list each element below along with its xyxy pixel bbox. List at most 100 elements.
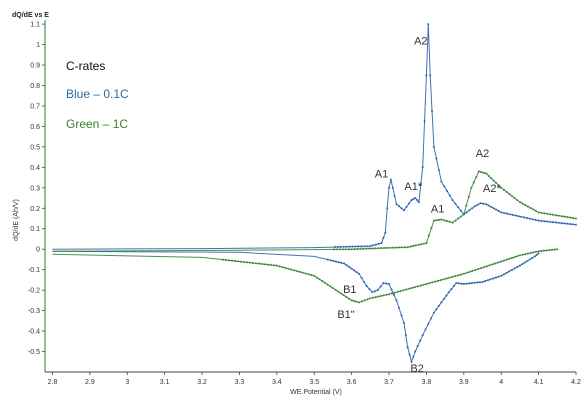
series-1-point [403,246,406,249]
series-1-point [468,270,471,273]
series-1-point [494,262,497,265]
series-0-point [397,205,401,208]
series-0-point [481,280,484,284]
series-1-point [508,192,511,196]
series-1-point [362,247,365,250]
x-tick-label: 3.6 [347,379,357,386]
series-1-point [566,216,569,219]
series-1-point [355,300,358,303]
series-0-point [427,322,430,325]
series-0-point [502,273,505,276]
series-0-point [332,259,335,262]
series-0-point [419,183,422,186]
series-1-point [465,204,468,207]
series-1-point [440,218,443,221]
series-0-point [531,218,535,221]
series-1-point [492,179,495,182]
series-0-point [487,204,490,207]
series-1-point [497,184,500,187]
y-tick-label: 0.2 [30,206,40,213]
series-1-point [284,266,287,269]
series-0-point [476,281,479,284]
series-1-point [529,206,532,210]
y-tick-label: -0.4 [28,329,40,336]
series-0-point [516,265,519,269]
series-0-point [326,258,329,261]
series-0-point [407,202,411,205]
series-0-point [513,267,516,270]
series-0-discharge-line [52,250,539,364]
annotation-label: B1" [337,309,354,321]
series-1-point [386,246,389,249]
series-1-point [224,258,228,262]
series-1-point [432,219,435,222]
series-0-point [465,282,468,285]
series-1-point [278,265,281,268]
series-0-point [508,213,511,216]
series-0-point [450,288,453,291]
series-0-point [563,222,566,225]
series-1-point [510,256,513,260]
series-1-point [500,260,503,263]
series-1-point [500,186,503,189]
series-0-point [400,314,403,317]
series-0-point [429,74,432,77]
series-1-point [344,248,347,251]
series-0-point [520,215,523,218]
series-1-point [230,259,234,262]
series-0-point [505,271,508,274]
series-1-point [430,227,433,230]
series-0-point [486,279,489,282]
y-tick-label: 1 [36,42,40,49]
series-0-point [357,245,360,248]
series-1-point [524,253,527,256]
series-0-point [534,218,537,221]
series-1-point [410,286,414,289]
series-0-point [389,178,392,181]
series-1-point [366,298,369,301]
series-0-point [417,201,420,204]
series-1-point [471,269,474,272]
series-1-point [353,300,356,303]
series-0-point [528,258,532,261]
series-0-point [386,207,389,210]
series-1-point [350,299,353,302]
axes: 1.1 1 0.9 0.8 0.7 0.6 0.5 0.4 0.3 0.2 0.1 0 -0.1 -0.2… [28,20,581,386]
series-1-point [505,190,508,193]
series-1-point [350,248,353,251]
series-0-point [416,345,419,348]
series-1-point [287,267,290,270]
series-1-point [475,175,478,178]
series-0-point [437,169,440,172]
series-0-point [445,294,448,297]
series-0-point [479,202,482,205]
series-1-point [526,205,530,208]
series-1-point [422,242,425,245]
legend-entry-blue: Blue – 0.1C [66,87,129,101]
series-0-point [392,293,396,296]
series-1-point [510,194,513,198]
series-0-point [492,207,495,210]
series-0-point [432,311,435,314]
series-1-point [394,246,397,249]
series-1-point [516,199,519,202]
series-1-point [298,270,301,273]
series-1-point [428,282,431,285]
y-tick-label: -0.3 [28,308,40,315]
series-1-point [339,292,342,295]
series-0-point [535,253,538,256]
x-tick-label: 3.2 [197,379,207,386]
series-0-point [482,202,485,205]
series-1-point [353,248,356,251]
series-0-point [569,222,572,226]
series-1-point [356,247,359,251]
x-tick-label: 3.1 [160,379,170,386]
chart-title: dQ/dE vs E [12,12,49,19]
series-1-point [396,290,399,293]
series-1-point [505,258,508,261]
series-1-point [313,274,316,277]
series-1-point [254,262,257,265]
series-1-point [477,170,480,173]
y-tick-label: -0.1 [28,267,40,274]
series-0-point [574,223,578,226]
